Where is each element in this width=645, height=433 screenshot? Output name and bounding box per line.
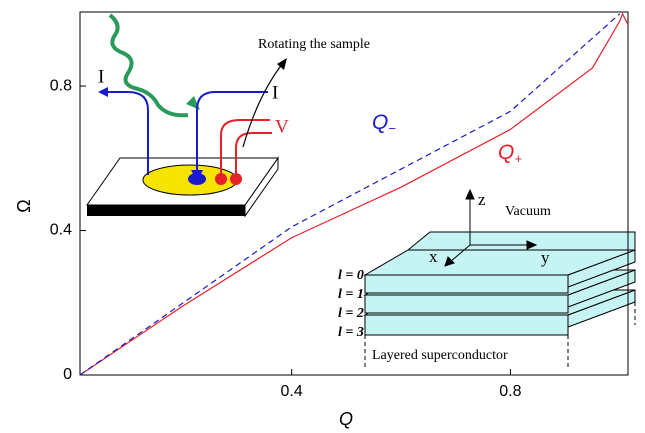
- annotation-main: Q: [372, 111, 388, 134]
- series-annotation: Q−: [372, 111, 396, 137]
- wire: [102, 91, 149, 175]
- wire: [220, 119, 270, 175]
- y-axis-label: Ω: [14, 199, 34, 212]
- wire: [196, 91, 268, 175]
- g: l = 0 l = 1 l = 2 l = 3: [338, 268, 364, 340]
- contact: [230, 173, 242, 185]
- sample-inset: Rotating the sample I I V: [86, 13, 370, 218]
- contact: [188, 173, 206, 185]
- axis-letter: z: [478, 190, 486, 209]
- plate-side: [87, 205, 245, 216]
- current-label: I: [272, 82, 278, 103]
- arrow-head: [98, 87, 108, 97]
- layer-label: l = 3: [338, 325, 364, 340]
- y-tick-label: 0.8: [50, 77, 72, 94]
- current-label: I: [98, 66, 104, 87]
- series-annotation: Q+: [498, 141, 522, 167]
- plot-frame: [79, 11, 629, 376]
- layer-label: l = 1: [338, 287, 364, 302]
- annotation-sub: +: [514, 151, 522, 166]
- x-axis-label: Q: [339, 409, 353, 429]
- g: z Vacuum x y Layered superconductor: [372, 190, 551, 363]
- arrow-head: [277, 58, 287, 70]
- layer-front: [364, 314, 569, 336]
- contact: [215, 173, 227, 185]
- x-tick-label: 0.4: [281, 383, 303, 400]
- axis-x: [449, 244, 471, 263]
- series-line: [79, 13, 621, 376]
- voltage-label: V: [275, 116, 289, 137]
- y-tick-label: 0.4: [50, 222, 72, 239]
- layer-front: [364, 274, 569, 294]
- x-tick-label: 0.8: [499, 383, 521, 400]
- arrow-head: [526, 240, 538, 250]
- layer-label: l = 0: [338, 268, 364, 283]
- vacuum-label: Vacuum: [505, 204, 551, 219]
- axis-letter: y: [541, 248, 550, 267]
- wire: [235, 132, 272, 175]
- layers-inset: [363, 188, 636, 370]
- layer-top: [406, 231, 636, 251]
- caption: Layered superconductor: [372, 348, 508, 363]
- annotation-sub: −: [388, 121, 396, 136]
- y-tick-label: 0: [63, 366, 72, 383]
- rotate-arrow: [242, 62, 284, 148]
- photon: [108, 13, 189, 118]
- annotation-main: Q: [498, 141, 514, 164]
- arrow-head: [444, 256, 455, 267]
- series-line: [79, 12, 629, 376]
- layer-label: l = 2: [338, 306, 364, 321]
- arrow-head: [465, 188, 475, 200]
- rotate-label: Rotating the sample: [258, 37, 370, 52]
- layer-front: [364, 294, 569, 314]
- axis-letter: x: [429, 247, 438, 266]
